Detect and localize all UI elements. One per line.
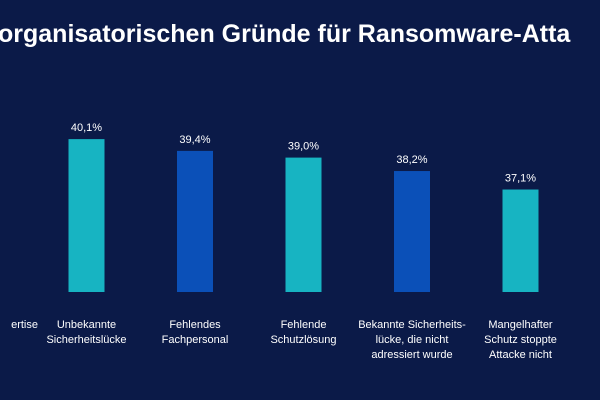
x-tick-label: ertise: [11, 319, 38, 331]
chart-title: organisatorischen Gründe für Ransomware-…: [0, 20, 571, 48]
bar: [68, 139, 105, 292]
bar: [502, 189, 539, 292]
value-label: 39,0%: [288, 141, 319, 153]
x-tick-label: Mangelhafter Schutz stoppte Attacke nicht: [484, 319, 557, 361]
bar: [394, 171, 430, 292]
bar: [177, 150, 213, 292]
x-tick-label: Fehlendes Fachpersonal: [162, 319, 229, 346]
value-label: 40,1%: [71, 122, 102, 134]
x-tick-label: Bekannte Sicherheits-lücke, die nicht adr…: [358, 319, 466, 361]
value-label: 39,4%: [179, 134, 210, 146]
x-tick-label: Fehlende Schutzlösung: [270, 319, 336, 346]
bar: [285, 157, 322, 292]
x-tick-label: Unbekannte Sicherheitslücke: [46, 319, 126, 346]
value-label: 37,1%: [505, 173, 536, 185]
value-label: 38,2%: [396, 154, 427, 166]
